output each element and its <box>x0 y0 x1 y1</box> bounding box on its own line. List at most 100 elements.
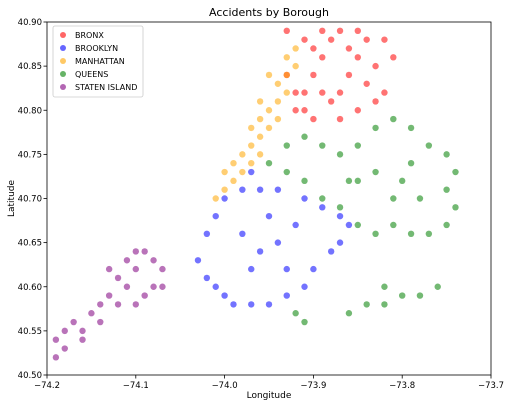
point-manhattan <box>212 195 219 202</box>
point-brooklyn <box>239 230 246 237</box>
point-queens <box>443 151 450 158</box>
point-manhattan <box>283 54 290 61</box>
point-bronx <box>363 36 370 43</box>
point-brooklyn <box>310 265 317 273</box>
point-queens <box>399 177 406 185</box>
point-manhattan <box>239 168 246 176</box>
point-staten-island <box>70 318 77 326</box>
point-manhattan <box>221 186 228 193</box>
point-brooklyn <box>301 195 308 202</box>
point-bronx <box>354 54 361 61</box>
point-brooklyn <box>274 239 282 246</box>
x-tick-label: −73.9 <box>300 381 326 391</box>
legend-label: QUEENS <box>75 70 108 79</box>
point-brooklyn <box>274 186 282 193</box>
point-bronx <box>319 27 326 35</box>
point-brooklyn <box>212 212 219 220</box>
point-queens <box>283 142 290 149</box>
x-tick-label: −74.0 <box>212 381 238 391</box>
point-staten-island <box>150 283 157 290</box>
point-bronx <box>363 80 370 87</box>
y-tick-label: 40.70 <box>18 195 42 205</box>
point-queens <box>292 310 299 317</box>
point-staten-island <box>61 327 68 335</box>
legend-marker <box>60 71 66 77</box>
x-tick-label: −73.8 <box>389 381 415 391</box>
point-queens <box>319 142 326 149</box>
point-staten-island <box>114 274 122 282</box>
point-manhattan <box>265 124 273 132</box>
point-queens <box>301 177 308 185</box>
legend-label: BROOKLYN <box>75 44 118 53</box>
point-queens <box>354 177 361 185</box>
y-axis-label: Latitude <box>7 180 17 218</box>
chart-title: Accidents by Borough <box>209 6 329 19</box>
point-staten-island <box>159 283 166 290</box>
point-bronx <box>381 36 388 43</box>
point-queens <box>407 230 415 237</box>
point-manhattan <box>256 151 264 158</box>
point-bronx <box>319 89 326 96</box>
point-staten-island <box>88 310 95 317</box>
point-brooklyn <box>239 186 246 193</box>
point-bronx <box>301 89 308 96</box>
point-staten-island <box>52 336 60 343</box>
point-brooklyn <box>265 301 273 308</box>
point-manhattan <box>265 107 273 114</box>
point-manhattan <box>230 177 237 185</box>
point-staten-island <box>97 318 104 326</box>
point-staten-island <box>105 292 113 299</box>
point-manhattan <box>256 98 264 105</box>
y-tick-label: 40.65 <box>18 239 42 249</box>
point-brooklyn <box>212 283 219 290</box>
point-manhattan <box>274 98 282 105</box>
point-staten-island <box>61 345 68 352</box>
point-queens <box>336 204 344 211</box>
point-staten-island <box>79 336 86 343</box>
point-bronx <box>327 36 335 43</box>
point-bronx <box>336 115 344 123</box>
point-manhattan <box>274 115 282 123</box>
point-bronx <box>336 27 344 35</box>
data-points-layer <box>52 27 459 361</box>
point-queens <box>372 124 379 132</box>
point-queens <box>301 318 308 326</box>
point-queens <box>416 292 424 299</box>
point-brooklyn <box>265 212 273 220</box>
point-brooklyn <box>327 248 335 255</box>
point-queens <box>425 142 433 149</box>
point-bronx <box>310 45 317 52</box>
point-bronx <box>310 71 317 79</box>
point-bronx <box>336 89 344 96</box>
point-queens <box>354 142 361 149</box>
point-bronx <box>292 107 299 114</box>
point-queens <box>452 168 459 176</box>
point-manhattan <box>239 151 246 158</box>
point-queens <box>319 195 326 202</box>
x-tick-label: −73.7 <box>478 381 504 391</box>
point-brooklyn <box>248 265 255 273</box>
point-queens <box>381 283 388 290</box>
point-brooklyn <box>248 301 255 308</box>
point-bronx <box>354 107 361 114</box>
point-queens <box>372 230 379 237</box>
point-queens <box>372 168 379 176</box>
legend-box <box>52 25 144 98</box>
point-bronx <box>345 71 353 79</box>
point-queens <box>416 195 424 202</box>
point-bronx <box>372 62 379 70</box>
point-manhattan <box>265 71 273 79</box>
point-brooklyn <box>319 204 326 211</box>
point-bronx <box>301 107 308 114</box>
point-staten-island <box>141 248 148 255</box>
point-queens <box>354 221 361 229</box>
point-staten-island <box>114 301 122 308</box>
point-brooklyn <box>221 195 228 202</box>
point-staten-island <box>123 257 131 264</box>
y-tick-label: 40.55 <box>18 327 42 337</box>
point-bronx <box>345 45 353 52</box>
point-queens <box>345 177 353 185</box>
point-queens <box>301 133 308 140</box>
point-brooklyn <box>248 168 255 176</box>
point-queens <box>434 283 441 290</box>
